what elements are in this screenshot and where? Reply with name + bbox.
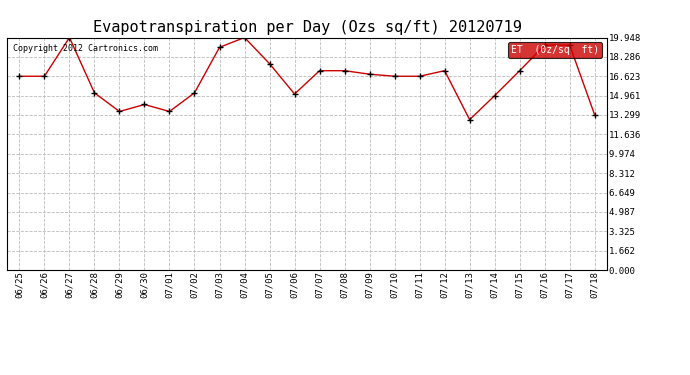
Legend: ET  (0z/sq  ft): ET (0z/sq ft) [509,42,602,58]
Title: Evapotranspiration per Day (Ozs sq/ft) 20120719: Evapotranspiration per Day (Ozs sq/ft) 2… [92,20,522,35]
Text: Copyright 2012 Cartronics.com: Copyright 2012 Cartronics.com [13,45,158,54]
